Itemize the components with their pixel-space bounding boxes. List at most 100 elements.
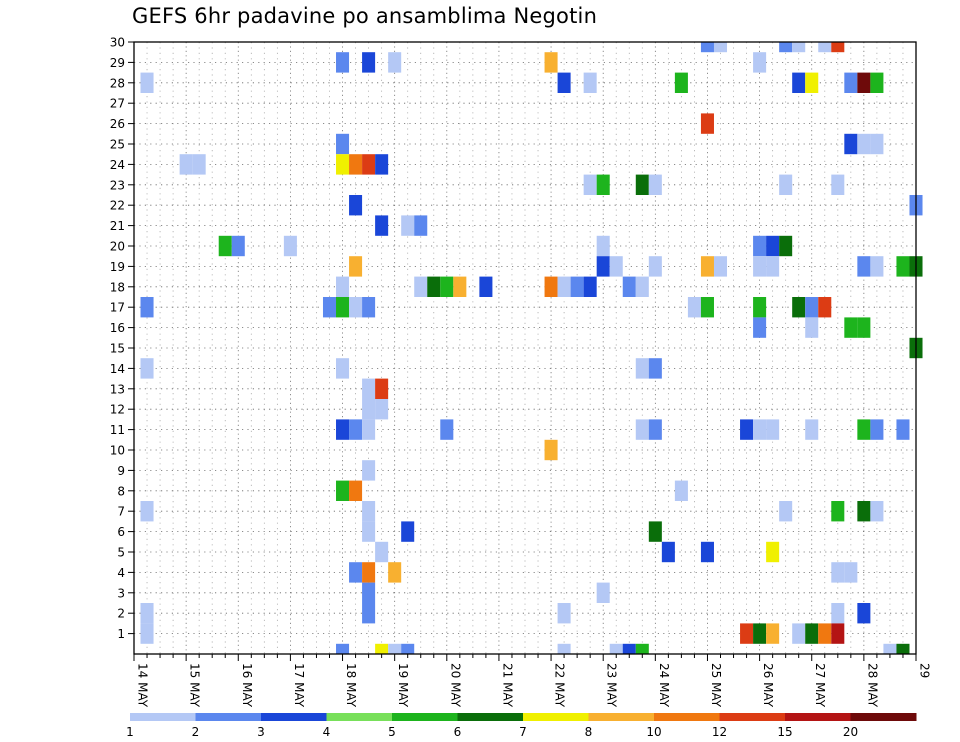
- legend-swatch: [719, 713, 786, 721]
- precip-cell: [336, 480, 350, 501]
- legend-label: 15: [777, 725, 792, 739]
- legend-label: 2: [192, 725, 200, 739]
- precip-cell: [140, 297, 154, 318]
- legend-swatch: [392, 713, 458, 721]
- y-tick-label: 20: [110, 240, 125, 254]
- precip-cell: [336, 276, 350, 297]
- precip-cell: [375, 643, 389, 654]
- y-tick-label: 13: [110, 382, 125, 396]
- precip-cell: [362, 378, 376, 399]
- precip-cell: [661, 541, 675, 563]
- y-tick-label: 28: [110, 76, 125, 90]
- color-legend: 1 2 3 4 5 6 7 8 10 12 15 20: [126, 713, 917, 739]
- y-tick-label: 2: [117, 607, 125, 621]
- legend-swatch: [457, 713, 524, 721]
- x-tick-label: 25 MAY: [709, 663, 723, 708]
- precip-cell: [792, 72, 806, 93]
- legend-label: 5: [388, 725, 396, 739]
- precip-cell: [440, 276, 454, 297]
- precip-cell: [336, 643, 350, 654]
- precip-cell: [831, 603, 845, 624]
- y-tick-label: 3: [117, 586, 125, 600]
- y-tick-label: 11: [110, 423, 125, 437]
- x-tick-label: 23 MAY: [605, 663, 619, 708]
- precip-cell: [766, 256, 780, 277]
- precip-cell: [336, 419, 350, 440]
- precip-cell: [753, 297, 767, 318]
- precip-cell: [414, 215, 428, 236]
- x-tick-label: 15 MAY: [188, 663, 202, 708]
- precip-cell: [283, 235, 297, 257]
- precip-cell: [362, 501, 376, 522]
- precip-cell: [766, 235, 780, 257]
- precip-cell: [336, 154, 350, 175]
- chart-title: GEFS 6hr padavine po ansamblima Negotin: [132, 4, 598, 28]
- precip-cell: [401, 643, 415, 654]
- precip-cell: [609, 256, 623, 277]
- legend-label: 8: [585, 725, 593, 739]
- precip-cell: [844, 562, 858, 583]
- precip-cell: [648, 358, 662, 379]
- legend-swatch: [261, 713, 327, 721]
- precip-cell: [427, 276, 441, 297]
- y-tick-label: 8: [117, 484, 125, 498]
- x-tick-label: 17 MAY: [292, 663, 306, 708]
- precip-cell: [700, 541, 714, 563]
- precip-cell: [700, 297, 714, 318]
- precip-cell: [831, 623, 845, 644]
- precip-cell: [140, 72, 154, 93]
- precip-cell: [857, 603, 871, 624]
- x-tick-label: 26 MAY: [761, 663, 775, 708]
- y-tick-label: 30: [110, 36, 125, 50]
- precip-cell: [713, 256, 728, 277]
- precip-cell: [557, 276, 571, 297]
- precip-cell: [870, 256, 884, 277]
- precip-cell: [818, 42, 832, 53]
- y-tick-label: 29: [110, 56, 125, 70]
- precip-cell: [831, 42, 845, 53]
- x-tick-label: 20 MAY: [448, 663, 462, 708]
- y-tick-label: 22: [110, 199, 125, 213]
- y-tick-label: 12: [110, 403, 125, 417]
- precip-cell: [805, 419, 819, 440]
- precip-cell: [766, 623, 780, 644]
- precip-cell: [818, 297, 832, 318]
- precip-cell: [753, 256, 767, 277]
- precip-cell: [700, 256, 714, 277]
- precip-cell: [362, 399, 376, 420]
- legend-label: 10: [646, 725, 661, 739]
- precip-cell: [583, 276, 597, 297]
- legend-label: 1: [126, 725, 134, 739]
- precip-cell: [414, 276, 428, 297]
- legend-swatch: [850, 713, 917, 721]
- legend-label: 3: [257, 725, 265, 739]
- precip-cell: [336, 52, 350, 73]
- precip-cell: [362, 562, 376, 583]
- precip-cell: [570, 276, 584, 297]
- precip-cell: [544, 52, 558, 73]
- y-tick-label: 21: [110, 219, 125, 233]
- legend-label: 6: [454, 725, 462, 739]
- precip-cell: [792, 42, 806, 53]
- precip-cell: [831, 174, 845, 195]
- precip-cell: [766, 541, 780, 563]
- precip-cell: [479, 276, 493, 297]
- y-axis: 1234567891011121314151617181920212223242…: [110, 36, 134, 641]
- precip-cell: [349, 195, 363, 216]
- precip-cell: [336, 358, 350, 379]
- x-tick-label: 14 MAY: [136, 663, 150, 708]
- precip-cell: [648, 256, 662, 277]
- precip-cell: [857, 317, 871, 338]
- precip-cell: [557, 643, 571, 654]
- precip-cell: [557, 603, 571, 624]
- precip-cell: [870, 419, 884, 440]
- precip-cell: [635, 174, 649, 195]
- precip-cell: [713, 42, 728, 53]
- precip-cell: [140, 623, 154, 644]
- precip-cell: [883, 643, 897, 654]
- y-tick-label: 7: [117, 505, 125, 519]
- precip-cell: [179, 154, 193, 175]
- precip-cell: [231, 235, 245, 257]
- precip-cell: [857, 72, 871, 93]
- precip-cell: [349, 419, 363, 440]
